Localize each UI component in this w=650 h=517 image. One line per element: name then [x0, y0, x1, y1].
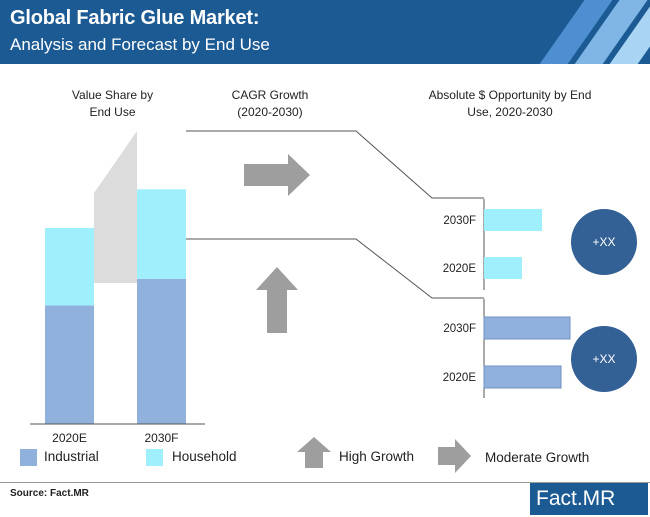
- bubble-bottom-label: +XX: [592, 352, 615, 366]
- legend-household-label: Household: [172, 449, 237, 464]
- absolute-opportunity-heading: Absolute $ Opportunity by End Use, 2020-…: [428, 88, 592, 119]
- cagr-heading: CAGR Growth (2020-2030): [231, 88, 309, 119]
- value-share-heading: Value Share by End Use: [71, 88, 154, 119]
- legend-moderate-growth-label: Moderate Growth: [485, 450, 590, 465]
- share-connector: [94, 131, 137, 283]
- moderate-growth-arrow-icon: [244, 154, 310, 196]
- logo-text-fact: Fact: [536, 487, 577, 510]
- legend-moderate-growth-arrow-icon: [438, 439, 471, 473]
- source-note: Source: Fact.MR: [10, 488, 89, 499]
- hbar-category-label: 2020E: [443, 372, 477, 384]
- hbar-category-label: 2020E: [443, 263, 477, 275]
- page-subtitle: Analysis and Forecast by End Use: [10, 35, 270, 54]
- bubble-top-label: +XX: [592, 235, 615, 249]
- bar-category-label: 2020E: [52, 431, 87, 445]
- stacked-bar-chart: 2020E 2030F: [30, 189, 205, 445]
- footer-divider: [0, 482, 650, 483]
- legend-industrial-swatch: [20, 449, 37, 466]
- bar-household-2020e: [45, 227, 94, 306]
- hbar-household-2020e: [484, 257, 522, 279]
- callout-line-household: [186, 130, 484, 199]
- page-title: Global Fabric Glue Market:: [10, 7, 260, 29]
- legend-industrial-label: Industrial: [44, 449, 99, 464]
- high-growth-arrow-icon: [256, 267, 298, 333]
- opportunity-bubble-bottom: [571, 326, 637, 392]
- hbar-category-label: 2030F: [443, 323, 476, 335]
- factmr-logo: Fact.MR: [530, 483, 648, 515]
- bar-category-label: 2030F: [144, 431, 178, 445]
- hbar-category-label: 2030F: [443, 215, 476, 227]
- absolute-opportunity-chart: 2030F 2020E 2030F 2020E: [443, 209, 571, 389]
- opportunity-bubble-top: [571, 209, 637, 275]
- legend-high-growth-arrow-icon: [297, 437, 331, 468]
- logo-text-mr: .MR: [576, 487, 616, 510]
- bar-industrial-2030f: [137, 278, 186, 424]
- hbar-industrial-2020e: [483, 365, 562, 389]
- hbar-industrial-2030f: [483, 316, 571, 340]
- legend-high-growth-label: High Growth: [339, 449, 415, 464]
- header-banner: Global Fabric Glue Market: Analysis and …: [0, 0, 650, 64]
- callout-line-industrial: [186, 238, 484, 299]
- bar-industrial-2020e: [45, 305, 94, 424]
- legend-household-swatch: [146, 449, 163, 466]
- bar-household-2030f: [137, 189, 186, 279]
- hbar-household-2030f: [484, 209, 542, 231]
